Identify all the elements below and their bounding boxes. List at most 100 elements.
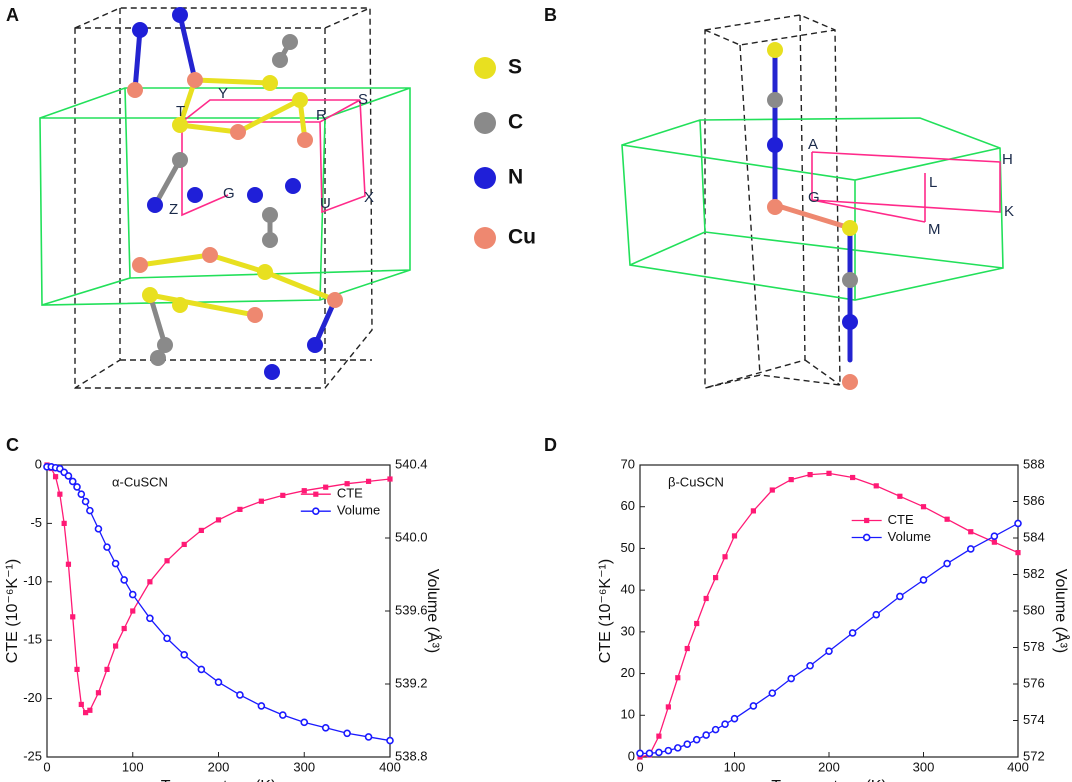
- bond: [132, 27, 143, 93]
- x-tick-label: 400: [379, 759, 401, 774]
- y-tick-label: 50: [621, 540, 635, 555]
- marker: [94, 525, 103, 533]
- unit-cell: [74, 7, 373, 389]
- marker: [121, 625, 127, 632]
- y2-tick-label: 539.2: [395, 675, 428, 690]
- marker: [750, 508, 756, 514]
- y2-tick-label: 588: [1023, 456, 1045, 471]
- bond: [207, 252, 268, 275]
- x-tick-label: 0: [636, 759, 643, 774]
- atom-n: [187, 187, 203, 203]
- atom-cu: [327, 292, 343, 308]
- marker: [164, 558, 170, 564]
- atom-s: [842, 220, 858, 236]
- k-point-label: X: [364, 189, 374, 206]
- y-axis-title: CTE (10⁻⁶K⁻¹): [597, 559, 614, 663]
- atom-cu: [767, 199, 783, 215]
- marker: [113, 643, 119, 649]
- marker: [873, 483, 879, 489]
- marker: [120, 576, 128, 584]
- k-point-label: M: [928, 221, 941, 238]
- bond: [192, 77, 273, 86]
- marker: [103, 543, 111, 551]
- y-tick-label: -10: [23, 573, 42, 588]
- marker: [711, 725, 720, 734]
- marker: [323, 484, 329, 490]
- x-axis-title: Temperature (K): [161, 778, 277, 782]
- y2-tick-label: 539.6: [395, 602, 428, 617]
- marker: [163, 634, 171, 643]
- k-point-label: Z: [169, 201, 178, 218]
- marker: [257, 702, 266, 710]
- atom-s: [172, 297, 188, 313]
- marker: [146, 614, 154, 623]
- legend-label: Cu: [508, 226, 536, 249]
- marker: [300, 718, 309, 727]
- k-point-label: H: [1002, 151, 1013, 168]
- legend-label: C: [508, 111, 523, 134]
- legend-marker: [862, 533, 871, 542]
- marker: [343, 729, 351, 738]
- marker: [73, 483, 81, 491]
- y2-tick-label: 538.8: [395, 748, 428, 763]
- y2-tick-label: 578: [1023, 639, 1045, 654]
- marker: [279, 711, 287, 719]
- marker: [364, 733, 373, 741]
- marker: [198, 527, 204, 534]
- marker: [731, 533, 738, 539]
- panel-label: D: [544, 435, 557, 455]
- atoms: [127, 7, 343, 380]
- atom-cu: [842, 374, 858, 390]
- bond: [312, 297, 338, 348]
- atom-cu: [247, 307, 263, 323]
- y2-tick-label: 540.0: [395, 529, 428, 544]
- marker: [104, 666, 110, 672]
- atom-c: [262, 207, 278, 223]
- marker: [769, 487, 775, 493]
- marker: [692, 735, 701, 744]
- bond: [147, 292, 168, 348]
- y2-axis-title: Volume (Å³): [424, 569, 443, 653]
- annotation: β-CuSCN: [668, 474, 724, 489]
- panel-label: C: [6, 435, 19, 455]
- marker: [825, 647, 833, 655]
- marker: [111, 559, 120, 568]
- k-point-label: G: [808, 189, 820, 206]
- bond: [772, 202, 853, 231]
- k-point-label: A: [808, 136, 818, 153]
- atom-n: [264, 364, 280, 380]
- brillouin-zone: [621, 117, 1004, 301]
- marker: [52, 474, 59, 480]
- marker: [387, 476, 393, 482]
- atom-cu: [297, 132, 313, 148]
- y-tick-label: 70: [621, 456, 635, 471]
- bond: [152, 157, 183, 208]
- marker: [730, 714, 739, 723]
- legend-swatch: [474, 112, 496, 134]
- x-tick-label: 300: [293, 759, 315, 774]
- x-tick-label: 200: [818, 759, 840, 774]
- structure-a: T Y R S Z G U X: [39, 7, 411, 389]
- marker: [673, 744, 682, 752]
- y2-tick-label: 580: [1023, 602, 1045, 617]
- y-tick-label: -5: [30, 515, 42, 530]
- x-tick-label: 0: [43, 759, 50, 774]
- bond: [235, 97, 303, 135]
- atom-n: [247, 187, 263, 203]
- legend-label: N: [508, 166, 523, 189]
- x-tick-label: 400: [1007, 759, 1029, 774]
- atom-c: [272, 52, 288, 68]
- y-tick-label: -15: [23, 632, 42, 647]
- marker: [655, 748, 663, 757]
- atom-s: [142, 287, 158, 303]
- marker: [215, 517, 222, 523]
- atom-s: [172, 117, 188, 133]
- x-tick-label: 200: [208, 759, 230, 774]
- marker: [237, 506, 243, 512]
- unit-cell: [704, 14, 841, 389]
- x-axis-title: Temperature (K): [771, 778, 887, 782]
- marker: [344, 481, 350, 487]
- marker: [806, 661, 814, 670]
- marker: [675, 675, 681, 681]
- marker: [645, 749, 654, 758]
